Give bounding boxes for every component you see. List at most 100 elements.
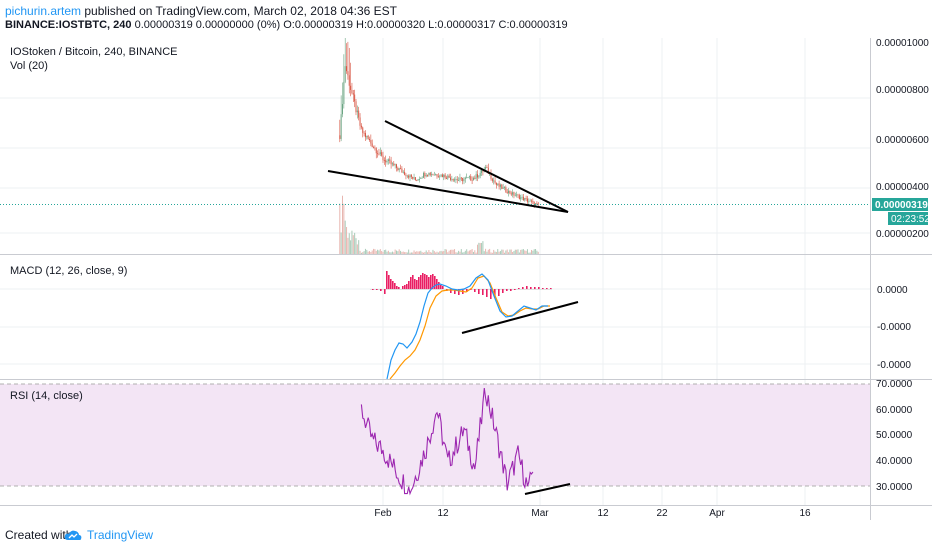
candle-body	[474, 177, 476, 179]
volume-bar	[487, 249, 489, 254]
volume-bar	[459, 251, 461, 254]
volume-bar	[498, 251, 500, 254]
price-tick: 0.00000200	[876, 229, 929, 240]
volume-bar	[352, 235, 354, 254]
candle-body	[520, 197, 522, 200]
macd-histogram-bar	[498, 289, 500, 296]
author-link[interactable]: pichurin.artem	[5, 4, 82, 18]
candle-body	[413, 177, 415, 179]
candle-body	[370, 140, 372, 144]
price-candles	[339, 38, 539, 209]
candle-body	[429, 172, 431, 175]
chart-canvas[interactable]: IOStoken / Bitcoin, 240, BINANCE Vol (20…	[0, 38, 932, 520]
rsi-tick: 60.0000	[876, 405, 913, 416]
candle-body	[347, 71, 349, 76]
candle-body	[486, 166, 488, 168]
volume-bar	[445, 249, 447, 254]
macd-histogram-bar	[412, 275, 414, 289]
candle-body	[509, 190, 511, 194]
volume-bar	[342, 195, 343, 254]
candle-body	[406, 175, 408, 177]
volume-bar	[370, 251, 372, 254]
volume-bar	[432, 249, 434, 254]
macd-histogram-bar	[414, 279, 416, 289]
macd-tick: -0.0000	[877, 360, 911, 371]
countdown-badge	[888, 212, 928, 225]
time-tick: 12	[597, 508, 609, 519]
macd-histogram-bar	[530, 287, 532, 289]
wedge-upper-line	[384, 120, 569, 213]
macd-histogram-bar	[454, 289, 456, 294]
candle-body	[537, 203, 539, 205]
macd-histogram-bar	[478, 289, 480, 294]
macd-histogram-bar	[416, 280, 418, 289]
candle-body	[427, 175, 429, 176]
macd-histogram-bar	[422, 273, 424, 289]
candle-body	[424, 173, 426, 177]
macd-histogram-bar	[474, 289, 476, 292]
volume-bar	[382, 251, 384, 254]
candle-body	[447, 175, 449, 179]
volume-bar	[458, 250, 460, 254]
time-tick: 22	[656, 508, 668, 519]
candle-body	[367, 135, 369, 140]
volume-bar	[443, 251, 445, 254]
volume-bar	[528, 252, 530, 254]
created-with-text: Created with	[5, 528, 73, 542]
volume-bar	[377, 249, 379, 254]
volume-bar	[355, 238, 357, 254]
macd-histogram-bar	[404, 285, 406, 289]
macd-histogram-bar	[372, 289, 374, 290]
candle-body	[425, 175, 427, 177]
volume-bar	[362, 252, 364, 254]
volume-bar	[347, 237, 349, 254]
candle-body	[502, 187, 504, 189]
candle-body	[339, 135, 341, 139]
volume-bar	[339, 203, 341, 254]
price-axis: 0.00001000 0.00000800 0.00000600 0.00000…	[876, 38, 929, 240]
macd-histogram-bar	[380, 289, 382, 291]
last-price-label: 0.00000319	[875, 200, 928, 211]
volume-bar	[478, 242, 480, 254]
rsi-tick: 50.0000	[876, 430, 913, 441]
candle-body	[528, 201, 530, 203]
candle-body	[505, 187, 507, 192]
candle-body	[494, 180, 496, 183]
candle-body	[456, 179, 458, 181]
candle-body	[433, 174, 435, 176]
candle-body	[459, 177, 461, 181]
countdown-label: 02:23:52	[891, 214, 930, 225]
tradingview-cloud-icon[interactable]	[64, 528, 82, 542]
volume-bar	[535, 249, 537, 254]
candle-body	[343, 81, 345, 105]
volume-bar	[521, 249, 523, 254]
candle-body	[495, 182, 497, 185]
candle-body	[452, 179, 454, 181]
candle-body	[369, 139, 370, 141]
volume-bar	[517, 249, 519, 254]
macd-signal-line	[389, 275, 550, 380]
macd-histogram-bar	[550, 288, 552, 289]
candle-body	[475, 174, 477, 179]
candle-body	[423, 173, 424, 178]
volume-bar	[424, 252, 426, 254]
volume-bar	[418, 251, 420, 254]
candle-body	[390, 160, 392, 165]
candle-body	[512, 192, 514, 195]
volume-bar	[460, 249, 462, 254]
candle-body	[477, 174, 478, 178]
volume-bar	[470, 249, 472, 254]
macd-histogram-bar	[396, 286, 398, 289]
macd-histogram-bar	[392, 281, 394, 289]
candle-body	[355, 101, 357, 113]
candle-body	[455, 179, 457, 181]
candle-body	[517, 194, 519, 196]
candle-body	[393, 163, 395, 166]
volume-bar	[468, 250, 470, 254]
volume-bar	[474, 250, 476, 254]
candle-body	[451, 179, 453, 180]
tradingview-brand[interactable]: TradingView	[87, 528, 154, 542]
macd-histogram-bar	[438, 282, 440, 289]
candle-body	[466, 177, 468, 179]
volume-bar	[409, 252, 411, 254]
